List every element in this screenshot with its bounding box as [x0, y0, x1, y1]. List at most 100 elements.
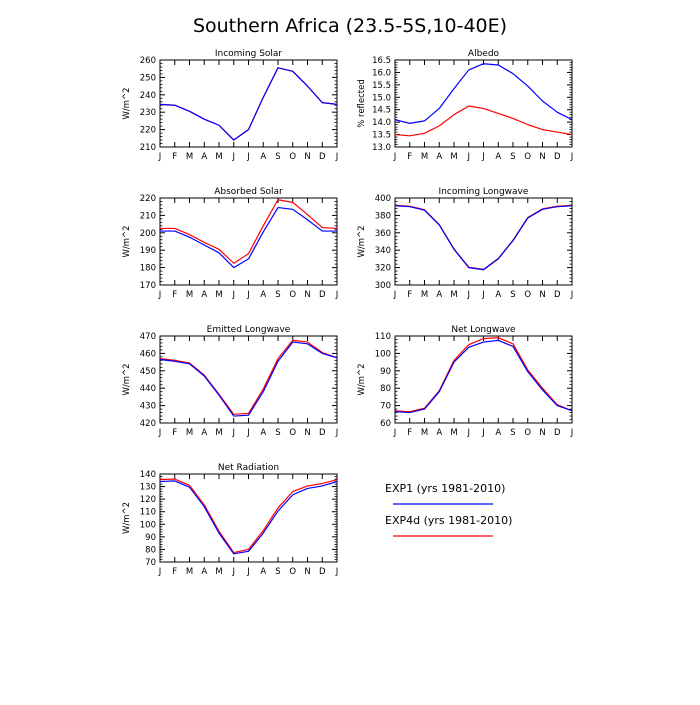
y-tick-label: 380 — [375, 211, 391, 221]
y-tick-label: 170 — [140, 281, 156, 291]
x-tick-label: D — [554, 152, 561, 162]
y-tick-label: 80 — [145, 545, 156, 555]
y-tick-label: 70 — [380, 402, 391, 412]
y-axis-label: W/m^2 — [122, 225, 132, 257]
x-tick-label: J — [231, 152, 235, 162]
x-tick-label: A — [260, 152, 266, 162]
x-tick-label: F — [407, 290, 412, 300]
panel-title: Albedo — [468, 49, 500, 59]
x-tick-label: S — [510, 290, 515, 300]
x-tick-label: A — [495, 290, 501, 300]
x-tick-label: A — [495, 428, 501, 438]
x-tick-label: J — [466, 290, 470, 300]
series-line-exp4d — [394, 105, 573, 137]
x-tick-label: J — [393, 152, 397, 162]
x-tick-label: F — [172, 567, 177, 577]
x-tick-label: S — [275, 428, 280, 438]
x-tick-label: M — [215, 428, 222, 438]
x-tick-label: A — [201, 290, 207, 300]
y-tick-label: 14.0 — [372, 118, 391, 128]
x-tick-label: N — [539, 290, 545, 300]
x-tick-label: A — [260, 567, 266, 577]
x-tick-label: A — [436, 290, 442, 300]
x-tick-label: M — [186, 290, 193, 300]
x-tick-label: M — [421, 428, 428, 438]
x-tick-label: A — [260, 290, 266, 300]
x-tick-label: J — [466, 428, 470, 438]
y-tick-label: 250 — [140, 73, 156, 83]
series-line-exp1 — [394, 339, 573, 414]
y-tick-label: 180 — [140, 264, 156, 274]
x-tick-label: J — [335, 567, 339, 577]
y-tick-label: 90 — [145, 533, 156, 543]
x-tick-label: A — [260, 428, 266, 438]
x-tick-label: J — [231, 290, 235, 300]
x-tick-label: M — [450, 290, 457, 300]
x-tick-label: F — [172, 290, 177, 300]
x-tick-label: J — [335, 428, 339, 438]
y-tick-label: 440 — [140, 384, 156, 394]
x-tick-label: M — [215, 290, 222, 300]
x-tick-label: N — [304, 290, 310, 300]
x-tick-label: J — [466, 152, 470, 162]
y-tick-label: 220 — [140, 126, 156, 136]
x-tick-label: O — [289, 152, 296, 162]
x-tick-label: J — [570, 152, 574, 162]
x-tick-label: J — [231, 567, 235, 577]
x-tick-label: N — [539, 428, 545, 438]
x-tick-label: J — [481, 290, 485, 300]
x-tick-label: F — [407, 152, 412, 162]
y-tick-label: 300 — [375, 281, 391, 291]
x-tick-label: M — [421, 152, 428, 162]
x-tick-label: F — [407, 428, 412, 438]
x-tick-label: M — [450, 428, 457, 438]
y-tick-label: 110 — [140, 508, 156, 518]
y-tick-label: 340 — [375, 246, 391, 256]
series-line-exp1 — [160, 206, 337, 269]
x-tick-label: S — [510, 428, 515, 438]
series-line-exp4d — [394, 204, 573, 270]
x-tick-label: M — [186, 428, 193, 438]
x-tick-label: O — [524, 290, 531, 300]
x-tick-label: O — [524, 428, 531, 438]
x-tick-label: J — [335, 152, 339, 162]
x-tick-label: D — [319, 428, 326, 438]
series-line-exp4d — [159, 339, 338, 415]
y-tick-label: 14.5 — [372, 106, 391, 116]
panel-4: Emitted Longwave W/m^2 420 430 440 450 460 470 J… — [122, 325, 338, 438]
x-tick-label: J — [231, 428, 235, 438]
y-tick-label: 240 — [140, 91, 156, 101]
x-tick-label: J — [246, 152, 250, 162]
y-tick-label: 13.5 — [372, 131, 391, 141]
y-axis-label: W/m^2 — [122, 87, 132, 119]
y-tick-label: 450 — [140, 367, 156, 377]
y-tick-label: 210 — [140, 143, 156, 153]
x-tick-label: O — [289, 567, 296, 577]
panel-title: Emitted Longwave — [207, 325, 291, 335]
y-tick-label: 13.0 — [372, 143, 391, 153]
x-tick-label: A — [436, 428, 442, 438]
y-axis-label: W/m^2 — [122, 363, 132, 395]
legend: EXP1 (yrs 1981-2010) EXP4d (yrs 1981-201… — [385, 482, 512, 537]
x-tick-label: M — [186, 152, 193, 162]
y-axis-label: % reflected — [357, 79, 367, 128]
y-tick-label: 16.5 — [372, 56, 391, 66]
y-tick-label: 15.5 — [372, 81, 391, 91]
y-tick-label: 15.0 — [372, 93, 391, 103]
x-tick-label: J — [335, 290, 339, 300]
y-tick-label: 190 — [140, 246, 156, 256]
x-tick-label: J — [246, 567, 250, 577]
panel-title: Incoming Solar — [215, 49, 283, 59]
panel-6: Net Radiation W/m^2 70 80 90 100 110 120 130 140 J… — [122, 463, 338, 577]
x-tick-label: A — [201, 567, 207, 577]
y-axis-label: W/m^2 — [357, 225, 367, 257]
panel-frame — [159, 197, 338, 286]
series-line-exp1 — [159, 67, 338, 141]
panel-frame — [159, 59, 338, 148]
x-tick-label: M — [215, 567, 222, 577]
panel-title: Incoming Longwave — [439, 187, 529, 197]
x-tick-label: S — [510, 152, 515, 162]
